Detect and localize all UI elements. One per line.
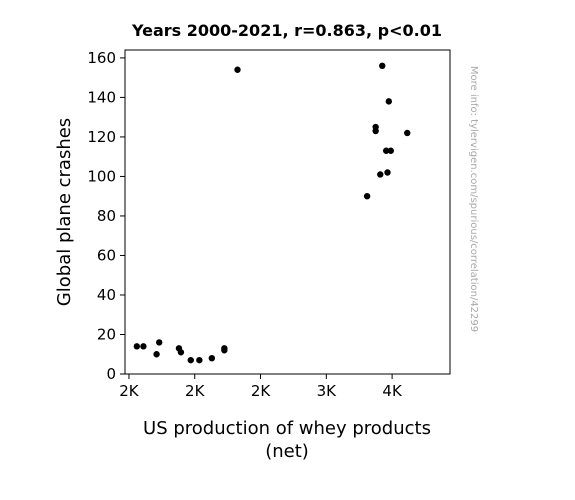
data-point-8 [196, 356, 203, 364]
data-point-1 [133, 343, 141, 350]
y-tick-label-5: 80 [97, 207, 116, 225]
x-axis: 2K 2K 2K 3K 4K [119, 374, 403, 400]
watermark: More info: tylervigen.com/spurious/corre… [468, 66, 479, 332]
y-axis-label: Global plane crashes [54, 118, 75, 306]
data-point-17 [379, 62, 386, 70]
x-tick-label-1: 2K [119, 382, 140, 400]
x-axis-label-line-1: US production of whey products [143, 418, 431, 439]
y-tick-label-6: 100 [87, 167, 116, 185]
data-point-11 [221, 347, 228, 354]
data-point-12 [234, 66, 241, 73]
chart-title: Years 2000-2021, r=0.863, p<0.01 [131, 21, 442, 40]
x-tick-label-2: 2K [185, 382, 206, 400]
data-point-15 [372, 127, 379, 135]
data-point-2 [140, 343, 147, 350]
data-point-18 [382, 147, 390, 154]
y-tick-label-9: 160 [87, 49, 116, 67]
data-point-3 [153, 351, 160, 358]
data-point-4 [156, 339, 163, 346]
y-tick-label-2: 20 [97, 325, 116, 343]
data-point-6 [177, 349, 185, 356]
data-point-16 [377, 171, 384, 178]
data-point-13 [363, 192, 371, 200]
data-point-20 [385, 98, 393, 105]
x-tick-label-5: 4K [382, 382, 403, 400]
y-tick-label-8: 140 [87, 88, 116, 106]
data-point-19 [384, 169, 391, 176]
x-axis-label-line-2: (net) [265, 441, 309, 462]
data-point-9 [208, 354, 216, 362]
data-point-22 [404, 129, 411, 137]
y-tick-label-1: 0 [106, 365, 116, 383]
data-point-21 [387, 147, 394, 154]
y-tick-label-4: 60 [97, 246, 116, 264]
plot-frame [124, 49, 451, 375]
x-tick-label-3: 2K [251, 382, 272, 400]
plot-area [133, 62, 411, 364]
data-point-7 [187, 356, 194, 364]
x-tick-label-4: 3K [317, 382, 338, 400]
y-axis: 0 20 40 60 80 100 120 140 160 [87, 49, 125, 383]
y-tick-label-3: 40 [97, 286, 116, 304]
y-tick-label-7: 120 [87, 128, 116, 146]
